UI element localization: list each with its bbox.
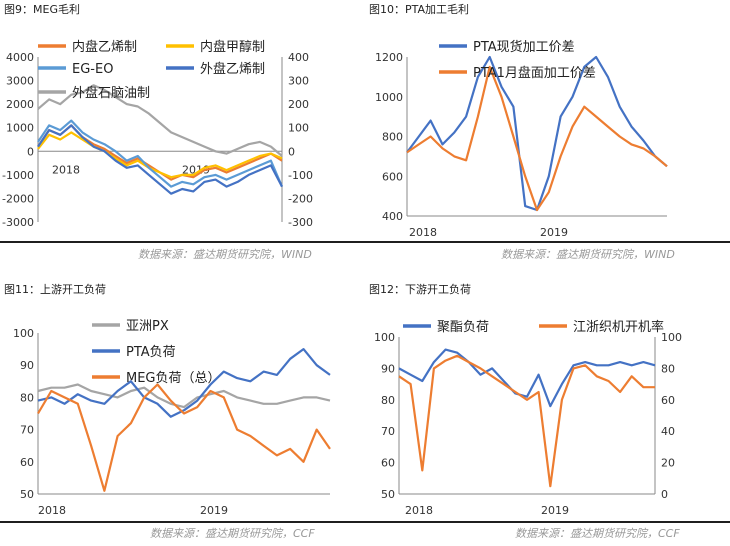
- y-tick-label-right: 0: [661, 488, 668, 501]
- y-tick-label-right: 100: [661, 331, 682, 344]
- y-tick-label: 2000: [6, 98, 34, 111]
- chart-svg-pta: 1200 1000 800 600 400 2018 2019 PTA现货加工价差 PTA1月盘…: [375, 39, 668, 239]
- chart-panel-meg-margin: 图9：MEG毛利 4000 3000 2000 1000 0 -1000 -2000 -300…: [0, 0, 365, 266]
- series-line: [37, 119, 284, 188]
- legend-label: 聚酯负荷: [437, 320, 489, 335]
- x-tick-label: 2018: [405, 504, 433, 517]
- divider-rule: [365, 241, 730, 243]
- chart-title-downstream: 图12：下游开工负荷: [369, 283, 471, 296]
- y-tick-label: 90: [20, 359, 34, 372]
- y-tick-label: 100: [374, 331, 395, 344]
- chart-title-meg: 图9：MEG毛利: [4, 3, 80, 16]
- source-note: 数据来源：盛达期货研究院，WIND: [138, 248, 312, 261]
- y-tick-label: 50: [20, 488, 34, 501]
- legend-label: EG-EO: [72, 62, 113, 77]
- y-tick-label: 600: [382, 170, 403, 183]
- y-tick-label: 90: [381, 362, 395, 375]
- source-note: 数据来源：盛达期货研究院，WIND: [501, 248, 675, 261]
- y-tick-label: 80: [20, 391, 34, 404]
- y-tick-label: 0: [27, 145, 34, 158]
- y-tick-label-right: 0: [288, 145, 295, 158]
- y-tick-label-right: 80: [661, 362, 675, 375]
- y-tick-label-right: 200: [288, 98, 309, 111]
- y-tick-label: 1000: [6, 122, 34, 135]
- chart-title-pta: 图10：PTA加工毛利: [369, 3, 470, 16]
- chart-title-upstream: 图11：上游开工负荷: [4, 283, 106, 296]
- legend-label: PTA负荷: [126, 345, 176, 360]
- y-tick-label-right: 100: [288, 122, 309, 135]
- y-tick-label-right: -100: [288, 169, 313, 182]
- y-tick-label: 800: [382, 131, 403, 144]
- series-line: [37, 84, 283, 157]
- y-tick-label: 60: [381, 457, 395, 470]
- y-tick-label: 4000: [6, 51, 34, 64]
- legend-label: 内盘乙烯制: [72, 39, 137, 55]
- y-tick-label: 50: [381, 488, 395, 501]
- chart-panel-downstream: 图12：下游开工负荷 100 90 80 70 60 50 100 80 60 40 20 0 2018…: [365, 280, 730, 546]
- legend-label: PTA1月盘面加工价差: [473, 65, 596, 81]
- x-tick-label: 2018: [38, 504, 66, 517]
- source-note: 数据来源：盛达期货研究院，CCF: [515, 527, 680, 540]
- legend-label: 外盘石脑油制: [72, 85, 150, 101]
- y-tick-label: -3000: [2, 216, 34, 229]
- y-tick-label-right: 400: [288, 51, 309, 64]
- y-tick-label-right: 60: [661, 394, 675, 407]
- y-tick-label: 3000: [6, 75, 34, 88]
- chart-svg-upstream: 100 90 80 70 60 50 2018 2019 亚洲PX PTA负荷 MEG负荷（总）: [13, 319, 331, 517]
- y-tick-label: 70: [20, 424, 34, 437]
- divider-rule: [365, 521, 730, 523]
- divider-rule: [0, 521, 365, 523]
- x-tick-label: 2019: [182, 163, 210, 176]
- chart-panel-upstream: 图11：上游开工负荷 100 90 80 70 60 50 2018 2019 亚洲PX PTA负…: [0, 280, 365, 546]
- y-tick-label: -2000: [2, 192, 34, 205]
- y-tick-label: 400: [382, 210, 403, 223]
- y-tick-label: -1000: [2, 169, 34, 182]
- legend-label: 外盘乙烯制: [200, 61, 265, 77]
- y-tick-label-right: -200: [288, 192, 313, 205]
- legend-label: 江浙织机开机率: [573, 319, 664, 335]
- series-line: [37, 383, 331, 409]
- legend-label: PTA现货加工价差: [473, 39, 575, 55]
- y-tick-label: 1000: [375, 91, 403, 104]
- y-tick-label-right: -300: [288, 216, 313, 229]
- legend-label: 亚洲PX: [126, 319, 169, 334]
- x-tick-label: 2019: [541, 504, 569, 517]
- legend-label: MEG负荷（总）: [126, 371, 221, 386]
- chart-svg-downstream: 100 90 80 70 60 50 100 80 60 40 20 0 2018 2019 聚酯负荷 江浙织…: [374, 319, 682, 517]
- y-tick-label: 60: [20, 456, 34, 469]
- y-tick-label: 100: [13, 327, 34, 340]
- series-line: [37, 124, 283, 195]
- x-tick-label: 2018: [52, 163, 80, 176]
- series-line: [398, 354, 655, 488]
- x-tick-label: 2019: [200, 504, 228, 517]
- x-tick-label: 2018: [409, 226, 437, 239]
- x-tick-label: 2019: [540, 226, 568, 239]
- source-note: 数据来源：盛达期货研究院，CCF: [150, 527, 315, 540]
- series-line: [37, 347, 331, 418]
- y-tick-label-right: 300: [288, 75, 309, 88]
- y-tick-label: 70: [381, 425, 395, 438]
- series-line: [398, 348, 656, 408]
- series-line: [406, 65, 668, 212]
- legend-label: 内盘甲醇制: [200, 39, 265, 55]
- y-tick-label-right: 20: [661, 457, 675, 470]
- chart-svg-meg: 40003000200010000-1000-2000-300040030020…: [2, 39, 313, 229]
- y-tick-label-right: 40: [661, 425, 675, 438]
- chart-panel-pta-margin: 图10：PTA加工毛利 1200 1000 800 600 400 2018 2019 PTA…: [365, 0, 730, 266]
- y-tick-label: 80: [381, 394, 395, 407]
- series-line: [37, 131, 283, 179]
- series-line: [37, 383, 331, 492]
- divider-rule: [0, 241, 365, 243]
- y-tick-label: 1200: [375, 51, 403, 64]
